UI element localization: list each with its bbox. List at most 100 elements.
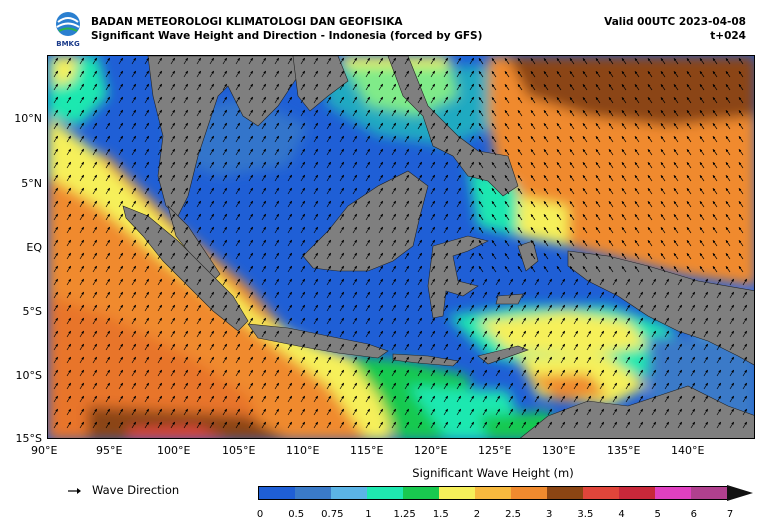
wave-arrow	[430, 213, 435, 221]
wave-arrow	[699, 201, 705, 208]
wave-arrow	[300, 148, 305, 156]
wave-arrow	[131, 96, 136, 104]
wave-arrow	[235, 148, 240, 156]
wave-arrow	[469, 200, 474, 208]
wave-arrow	[352, 122, 357, 130]
wave-arrow	[313, 161, 318, 169]
wave-arrow	[530, 136, 536, 143]
wave-arrow	[118, 187, 123, 195]
wave-arrow	[712, 214, 718, 221]
wave-arrow	[183, 200, 188, 208]
wave-arrow	[517, 123, 523, 130]
wave-arrow	[92, 174, 97, 182]
wave-arrow	[118, 252, 123, 260]
colorbar-title: Significant Wave Height (m)	[412, 466, 574, 480]
colorbar-segment	[655, 487, 691, 499]
wave-arrow	[365, 148, 370, 156]
wave-arrow	[517, 71, 523, 78]
wave-arrow	[274, 122, 279, 130]
wave-height-map	[47, 55, 755, 439]
wave-arrow	[170, 161, 175, 169]
wave-arrow	[105, 148, 110, 156]
wave-arrow	[248, 174, 253, 182]
wave-arrow	[608, 136, 614, 143]
wave-arrow	[274, 161, 279, 169]
wave-arrow	[673, 71, 679, 78]
wave-arrow	[326, 122, 331, 130]
wave-arrow	[404, 109, 409, 117]
wave-arrow	[378, 148, 383, 156]
wave-arrow	[209, 226, 214, 234]
wave-arrow	[712, 188, 718, 195]
wave-arrow	[608, 188, 614, 195]
wave-arrow	[287, 135, 292, 143]
wave-arrow	[738, 123, 744, 130]
wave-arrow	[222, 135, 227, 143]
colorbar-segment	[295, 487, 331, 499]
wave-arrow	[183, 213, 188, 221]
wave-arrow	[287, 239, 292, 247]
wave-arrow	[365, 70, 370, 78]
wave-arrow	[673, 227, 679, 234]
wave-arrow	[443, 213, 448, 221]
wave-arrow	[725, 227, 731, 234]
wave-arrow	[430, 161, 435, 169]
wave-arrow	[274, 96, 279, 104]
wave-arrow	[365, 96, 370, 104]
wave-arrow	[517, 227, 523, 234]
wave-arrow	[556, 175, 562, 182]
wave-arrow	[517, 188, 523, 195]
wave-arrow	[582, 149, 588, 156]
wave-arrow	[339, 174, 344, 182]
wave-arrow	[595, 188, 601, 195]
wave-arrow	[738, 214, 744, 221]
wave-arrow	[569, 58, 575, 65]
wave-arrow	[196, 174, 201, 182]
wave-arrow	[621, 84, 627, 91]
wave-arrow	[738, 162, 744, 169]
wave-arrow	[300, 57, 305, 65]
wave-arrow	[222, 96, 227, 104]
wave-arrow	[456, 161, 461, 169]
wave-arrow	[456, 57, 461, 65]
wave-arrow	[92, 57, 97, 65]
wave-arrow	[92, 239, 97, 247]
wave-arrow	[504, 84, 510, 91]
lon-label-100e: 100°E	[157, 444, 191, 457]
wave-arrow	[660, 84, 666, 91]
wave-arrow	[105, 96, 110, 104]
wave-arrow	[300, 187, 305, 195]
wave-arrow	[92, 226, 97, 234]
wave-arrow	[686, 175, 692, 182]
wave-arrow	[391, 135, 396, 143]
wave-arrow	[530, 149, 536, 156]
colorbar-segment	[475, 487, 511, 499]
wave-arrow	[92, 122, 97, 130]
wave-arrow	[712, 162, 718, 169]
wave-arrow	[300, 135, 305, 143]
valid-time: Valid 00UTC 2023-04-08	[604, 16, 746, 28]
wave-arrow	[699, 71, 705, 78]
wave-arrow	[248, 226, 253, 234]
wave-arrow	[144, 122, 149, 130]
wave-arrow	[647, 136, 653, 143]
wave-arrow	[118, 226, 123, 234]
lon-label-120e: 120°E	[414, 444, 448, 457]
wave-arrow	[248, 122, 253, 130]
wave-arrow	[430, 200, 435, 208]
wave-arrow	[634, 110, 640, 117]
wave-arrow	[92, 200, 97, 208]
wave-arrow	[53, 200, 58, 208]
wave-arrow	[235, 122, 240, 130]
wave-arrow	[443, 109, 448, 117]
wave-arrow	[248, 109, 253, 117]
wave-arrow	[569, 136, 575, 143]
wave-arrow	[543, 240, 549, 247]
lat-label-10s: 10°S	[15, 369, 42, 382]
wave-arrow	[417, 96, 422, 104]
wave-arrow	[712, 201, 718, 208]
wave-arrow	[235, 174, 240, 182]
lead-time: t+024	[710, 30, 746, 42]
wave-arrow	[608, 201, 614, 208]
wave-arrow	[118, 148, 123, 156]
